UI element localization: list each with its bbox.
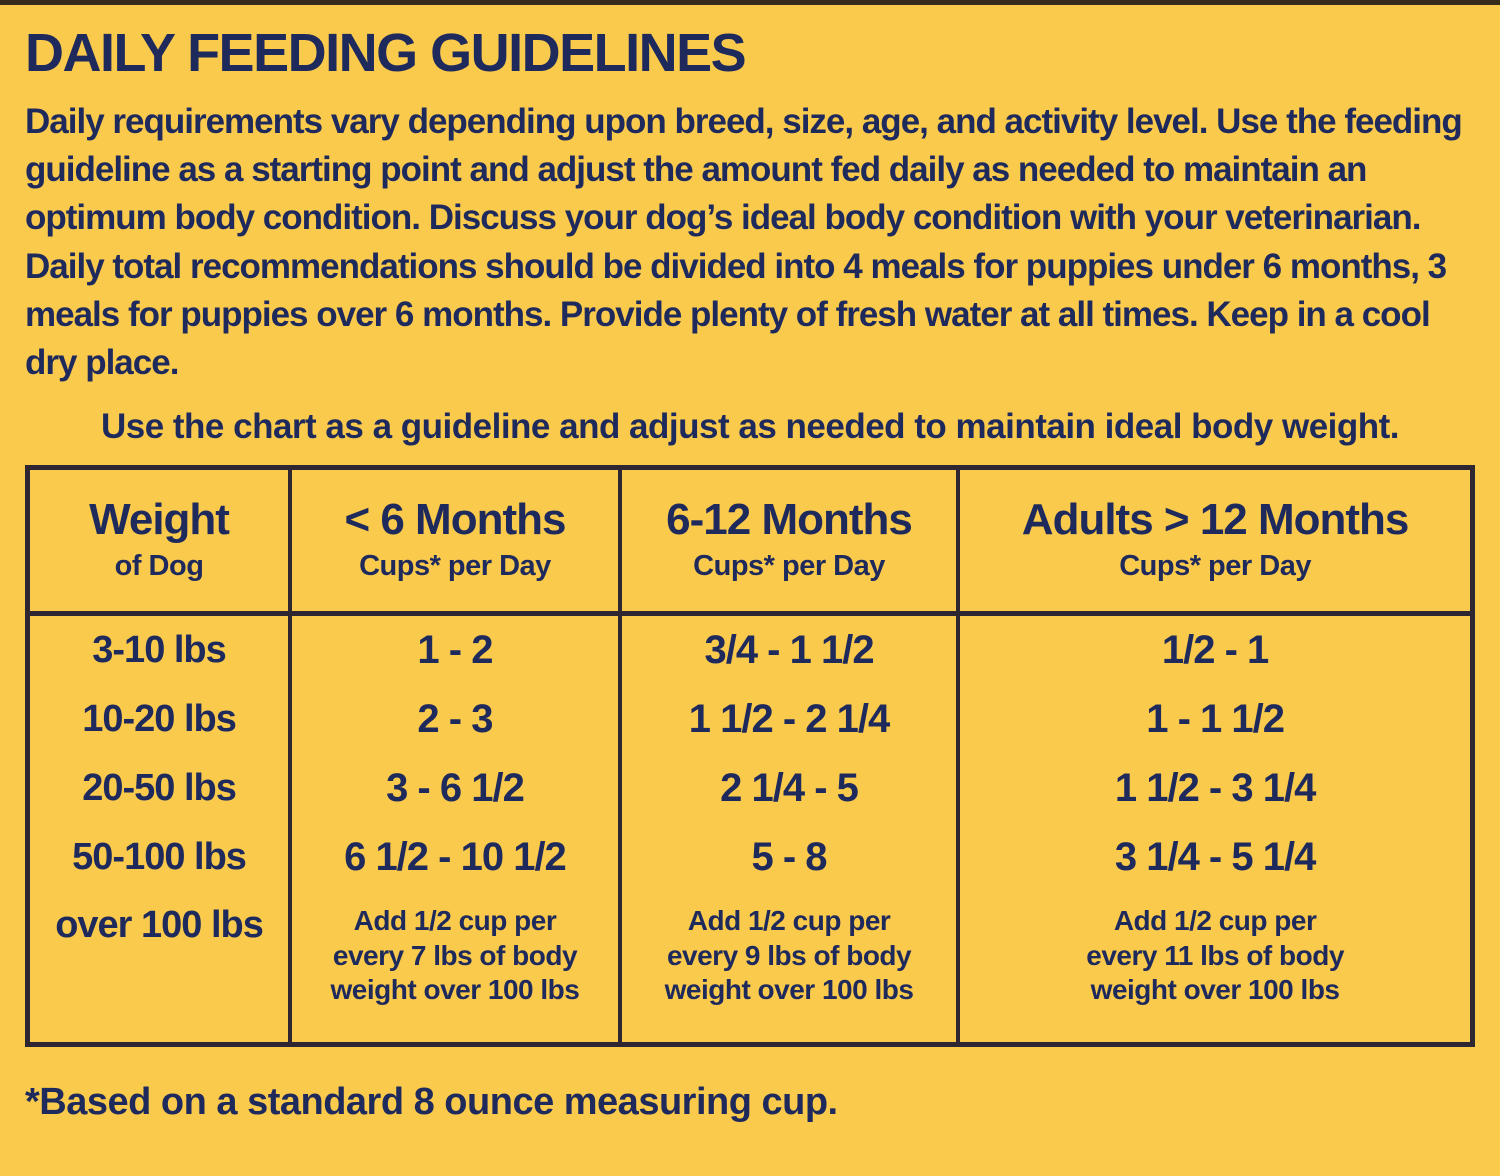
adults-cell: 1/2 - 1 (1161, 628, 1269, 673)
weight-cell: 10-20 lbs (30, 685, 293, 755)
under-6-months-cell: 6 1/2 - 10 1/2 (292, 823, 622, 893)
adults-cell: 1 1/2 - 3 1/4 (1114, 766, 1316, 811)
table-row: over 100 lbs Add 1/2 cup per every 7 lbs… (30, 892, 1470, 1043)
6-12-months-cell: 2 1/4 - 5 (622, 754, 961, 824)
6-12-months-cell: 3/4 - 1 1/2 (622, 616, 961, 686)
weight-cell: over 100 lbs (30, 892, 293, 1043)
6-12-months-note-cell: Add 1/2 cup per every 9 lbs of body weig… (622, 892, 961, 1043)
intro-paragraph: Daily requirements vary depending upon b… (25, 101, 1463, 383)
under-6-months-cell: 1 - 2 (292, 616, 622, 686)
header-weight-subtitle: of Dog (114, 550, 204, 583)
under-6-months-cell: 3 - 6 1/2 (292, 754, 622, 824)
header-adults-subtitle: Cups* per Day (1119, 550, 1311, 583)
header-under-6-title: < 6 Months (344, 495, 566, 545)
header-6-12-subtitle: Cups* per Day (693, 550, 885, 583)
table-row: 3-10 lbs 1 - 2 3/4 - 1 1/2 1/2 - 1 (30, 616, 1470, 686)
table-row: 20-50 lbs 3 - 6 1/2 2 1/4 - 5 1 1/2 - 3 … (30, 754, 1470, 824)
adults-note-cell: Add 1/2 cup per every 11 lbs of body wei… (1086, 905, 1344, 1005)
feeding-guidelines-panel: DAILY FEEDING GUIDELINES Daily requireme… (0, 5, 1500, 1124)
header-cell-under-6-months: < 6 Months Cups* per Day (292, 470, 622, 612)
page-title: DAILY FEEDING GUIDELINES (25, 23, 747, 83)
6-12-months-cell: 5 - 8 (622, 823, 961, 893)
feeding-table: Weight of Dog < 6 Months Cups* per Day 6… (25, 465, 1475, 1048)
table-row: 10-20 lbs 2 - 3 1 1/2 - 2 1/4 1 - 1 1/2 (30, 685, 1470, 755)
table-header-row: Weight of Dog < 6 Months Cups* per Day 6… (30, 470, 1470, 617)
weight-cell: 3-10 lbs (30, 616, 293, 686)
weight-cell: 50-100 lbs (30, 823, 293, 893)
header-cell-6-12-months: 6-12 Months Cups* per Day (622, 470, 961, 612)
measuring-cup-footnote: *Based on a standard 8 ounce measuring c… (25, 1081, 838, 1124)
header-6-12-title: 6-12 Months (666, 495, 913, 545)
adults-cell: 3 1/4 - 5 1/4 (1114, 835, 1316, 880)
table-row: 50-100 lbs 6 1/2 - 10 1/2 5 - 8 3 1/4 - … (30, 823, 1470, 893)
adults-cell: 1 - 1 1/2 (1146, 697, 1285, 742)
top-edge-strip (0, 0, 1500, 5)
header-under-6-subtitle: Cups* per Day (359, 550, 551, 583)
header-cell-adults: Adults > 12 Months Cups* per Day (960, 470, 1470, 611)
chart-guideline-note: Use the chart as a guideline and adjust … (100, 407, 1400, 447)
under-6-months-note-cell: Add 1/2 cup per every 7 lbs of body weig… (292, 892, 622, 1043)
under-6-months-cell: 2 - 3 (292, 685, 622, 755)
header-cell-weight: Weight of Dog (30, 470, 293, 612)
6-12-months-cell: 1 1/2 - 2 1/4 (622, 685, 961, 755)
weight-cell: 20-50 lbs (30, 754, 293, 824)
header-adults-title: Adults > 12 Months (1021, 495, 1410, 545)
header-weight-title: Weight (89, 495, 230, 545)
